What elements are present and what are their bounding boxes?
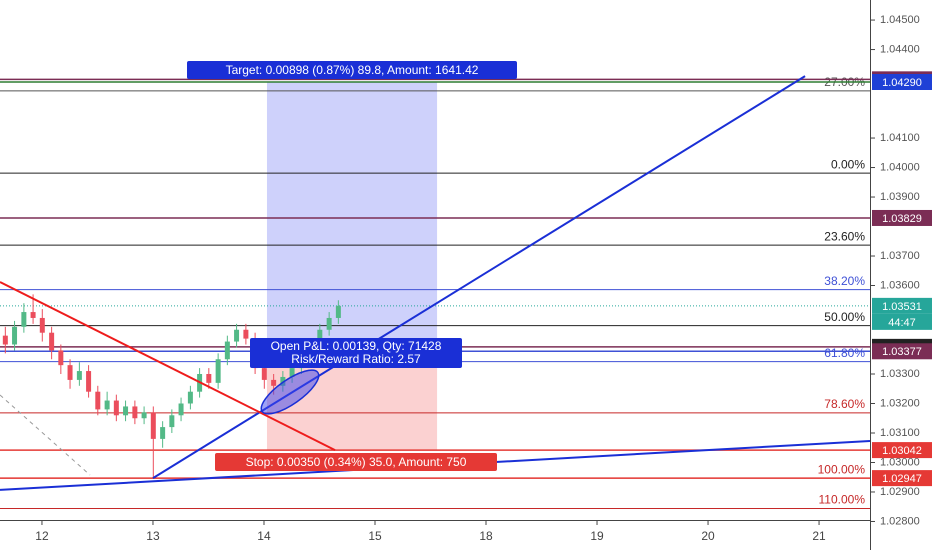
candle-body — [123, 406, 129, 416]
y-tick-label: 1.03300 — [880, 368, 920, 380]
target-label-box — [187, 61, 517, 79]
stop-label-box — [215, 453, 497, 471]
candle-body — [39, 317, 45, 333]
y-tick-label: 1.03200 — [880, 397, 920, 409]
y-tick-label: 1.04400 — [880, 43, 920, 55]
candle-body — [215, 359, 221, 383]
y-tick-label: 1.04500 — [880, 14, 920, 26]
candle-body — [58, 350, 64, 366]
x-tick-label: 12 — [35, 529, 49, 543]
candle-body — [86, 371, 92, 392]
candle-body — [21, 312, 27, 327]
price-label: 1.03042 — [882, 445, 922, 457]
candle-body — [280, 376, 286, 386]
y-tick-label: 1.03600 — [880, 279, 920, 291]
y-tick-label: 1.02800 — [880, 515, 920, 527]
fib-label: 78.60% — [824, 397, 865, 411]
stop-label: Stop: 0.00350 (0.34%) 35.0, Amount: 750 — [246, 455, 467, 469]
candle-body — [224, 341, 230, 360]
price-label: 1.03377 — [882, 346, 922, 358]
countdown: 44:47 — [888, 317, 916, 329]
trendline — [0, 281, 336, 451]
y-tick-label: 1.04100 — [880, 132, 920, 144]
candle-body — [150, 412, 156, 439]
price-label-box — [872, 343, 932, 360]
candle-body — [206, 373, 212, 383]
candle-body — [104, 400, 110, 410]
target-zone — [266, 81, 438, 347]
candle-body — [113, 400, 119, 416]
x-tick-label: 19 — [590, 529, 604, 543]
candle-body — [187, 391, 193, 404]
price-label-box — [872, 209, 932, 226]
highlight-ellipse — [260, 369, 320, 415]
countdown-box — [872, 313, 932, 330]
x-tick-label: 14 — [257, 529, 271, 543]
candle-body — [67, 365, 73, 380]
y-tick-label: 1.03100 — [880, 427, 920, 439]
fib-label: 100.00% — [818, 462, 866, 476]
x-tick-label: 18 — [479, 529, 493, 543]
price-label-box — [872, 470, 932, 487]
fib-label: 110.00% — [819, 493, 866, 507]
target-label: Target: 0.00898 (0.87%) 89.8, Amount: 16… — [226, 63, 479, 77]
pnl-label: Open P&L: 0.00139, Qty: 71428 — [271, 339, 442, 353]
fib-label: 38.20% — [824, 274, 865, 288]
price-label-box — [872, 73, 932, 90]
price-label: 1.04290 — [882, 77, 922, 89]
candle-body — [261, 368, 267, 380]
candle-body — [76, 371, 82, 380]
x-tick-label: 20 — [701, 529, 715, 543]
y-tick-label: 1.03000 — [880, 456, 920, 468]
price-label: 1.03829 — [882, 213, 922, 225]
fib-label: 61.80% — [824, 346, 865, 360]
candle-body — [2, 335, 8, 345]
x-tick-label: 15 — [368, 529, 382, 543]
price-label: 1.02947 — [882, 473, 922, 485]
pnl-box — [250, 338, 462, 368]
candle-body — [335, 305, 341, 318]
candle-body — [234, 329, 240, 342]
y-tick-label: 1.03700 — [880, 250, 920, 262]
candle-body — [95, 391, 101, 410]
candle-body — [243, 329, 249, 339]
price-label: 1.03531 — [882, 301, 922, 313]
candle-body — [30, 312, 36, 318]
fib-label: 0.00% — [831, 157, 865, 171]
candle-body — [141, 412, 147, 419]
candle-body — [49, 332, 55, 351]
candle-body — [12, 326, 18, 345]
x-tick-label: 21 — [812, 529, 826, 543]
candle-body — [160, 427, 166, 439]
candle-body — [289, 368, 295, 377]
candle-body — [271, 379, 277, 386]
x-tick-label: 13 — [146, 529, 160, 543]
price-label-box — [872, 442, 932, 459]
ratio-label: Risk/Reward Ratio: 2.57 — [291, 352, 421, 366]
fib-label: 23.60% — [824, 229, 865, 243]
y-tick-label: 1.02900 — [880, 486, 920, 498]
y-tick-label: 1.04000 — [880, 161, 920, 173]
candle-body — [178, 403, 184, 416]
candle-body — [317, 329, 323, 345]
candle-body — [132, 406, 138, 419]
price-label-box — [872, 297, 932, 314]
candle-body — [169, 415, 175, 428]
fib-label: 50.00% — [824, 310, 865, 324]
y-tick-label: 1.03900 — [880, 191, 920, 203]
candle-body — [326, 317, 332, 330]
